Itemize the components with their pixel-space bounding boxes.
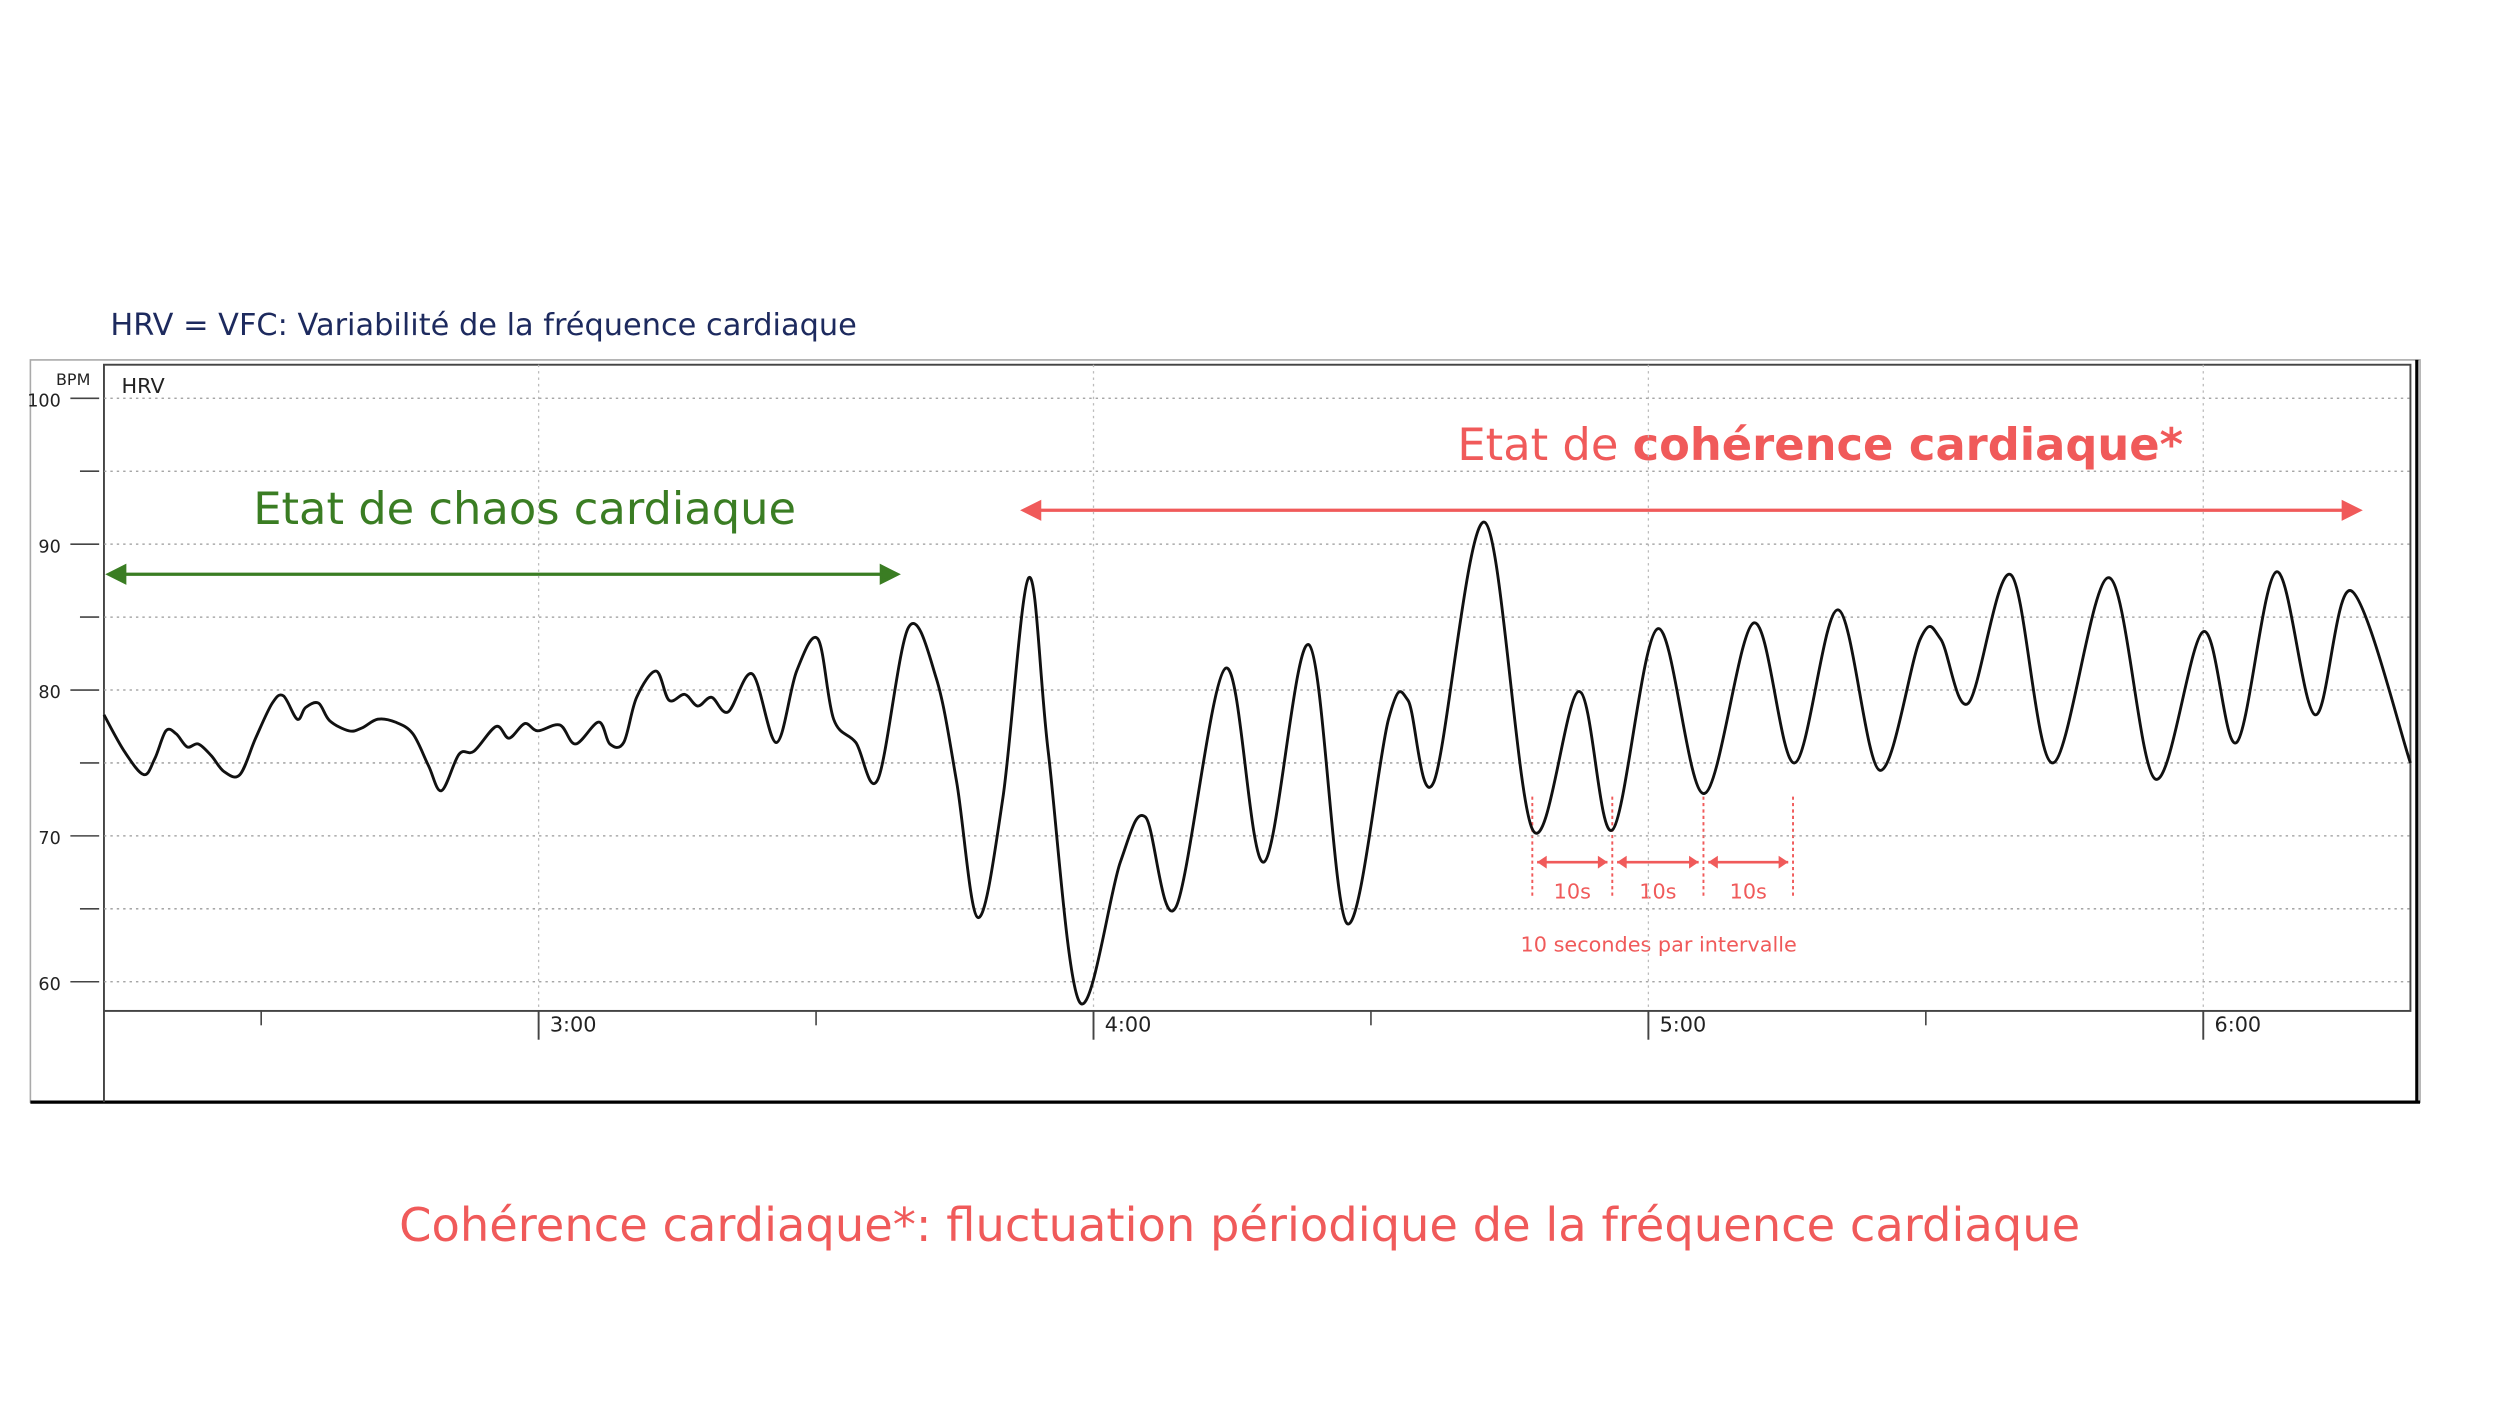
coherence-arrow: [1020, 499, 2363, 521]
x-tick-label: 3:00: [550, 1012, 597, 1036]
y-tick-label: 90: [38, 537, 60, 557]
interval-label: 10s: [1639, 880, 1676, 904]
x-tick-label: 4:00: [1105, 1012, 1152, 1036]
y-axis-label: BPM: [56, 370, 90, 389]
interval-label: 10s: [1554, 880, 1591, 904]
arrow-head: [1597, 855, 1608, 869]
chaos-label: Etat de chaos cardiaque: [253, 482, 796, 535]
interval-note: 10 secondes par intervalle: [1521, 932, 1797, 956]
interval-markers: 10s 10s 10s: [1531, 796, 1794, 904]
y-tick-label: 60: [38, 975, 60, 995]
y-tick-label: 100: [27, 391, 61, 411]
y-tick-label: 80: [38, 683, 60, 703]
arrow-head: [1689, 855, 1699, 869]
arrow-head: [1778, 855, 1789, 869]
plot-area: [103, 363, 2412, 1012]
arrow-head: [1617, 855, 1627, 869]
interval-label: 10s: [1730, 880, 1767, 904]
x-tick-label: 6:00: [2214, 1012, 2261, 1036]
hrv-line: [102, 520, 2412, 1006]
caption: Cohérence cardiaque*: fluctuation périod…: [399, 1198, 2080, 1252]
arrow-head: [1708, 855, 1718, 869]
arrow-head: [1537, 855, 1547, 869]
coherence-label: Etat de cohérence cardiaque*: [1457, 418, 2183, 471]
chaos-arrow: [105, 563, 901, 585]
x-tick-label: 5:00: [1660, 1012, 1707, 1036]
y-tick-label: 70: [38, 829, 60, 849]
chart-title: HRV = VFC: Variabilité de la fréquence c…: [110, 308, 856, 343]
coherence-prefix: Etat de: [1457, 418, 1632, 471]
coherence-bold: cohérence cardiaque*: [1633, 418, 2183, 471]
panel-label: HRV: [122, 374, 166, 398]
